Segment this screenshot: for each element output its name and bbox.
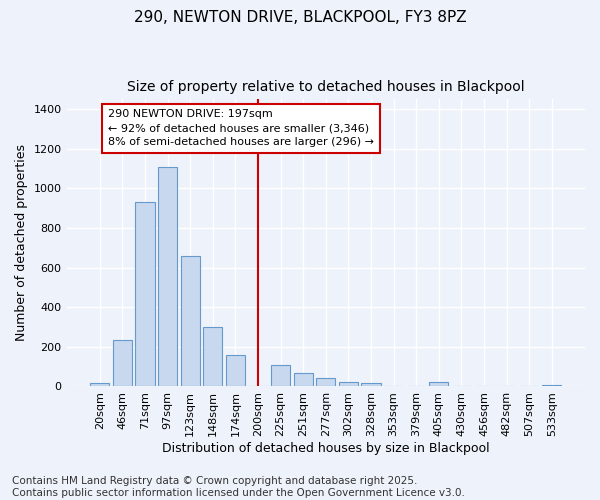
Bar: [316, 378, 335, 386]
Text: 290, NEWTON DRIVE, BLACKPOOL, FY3 8PZ: 290, NEWTON DRIVE, BLACKPOOL, FY3 8PZ: [134, 10, 466, 25]
Bar: [158, 166, 177, 386]
Bar: [339, 382, 358, 386]
Bar: [226, 355, 245, 386]
X-axis label: Distribution of detached houses by size in Blackpool: Distribution of detached houses by size …: [162, 442, 490, 455]
Bar: [203, 327, 223, 386]
Bar: [293, 372, 313, 386]
Bar: [136, 202, 155, 386]
Bar: [181, 256, 200, 386]
Y-axis label: Number of detached properties: Number of detached properties: [15, 144, 28, 342]
Bar: [361, 384, 380, 386]
Bar: [90, 384, 109, 386]
Text: Contains HM Land Registry data © Crown copyright and database right 2025.
Contai: Contains HM Land Registry data © Crown c…: [12, 476, 465, 498]
Bar: [271, 364, 290, 386]
Title: Size of property relative to detached houses in Blackpool: Size of property relative to detached ho…: [127, 80, 524, 94]
Bar: [429, 382, 448, 386]
Text: 290 NEWTON DRIVE: 197sqm
← 92% of detached houses are smaller (3,346)
8% of semi: 290 NEWTON DRIVE: 197sqm ← 92% of detach…: [108, 110, 374, 148]
Bar: [113, 340, 132, 386]
